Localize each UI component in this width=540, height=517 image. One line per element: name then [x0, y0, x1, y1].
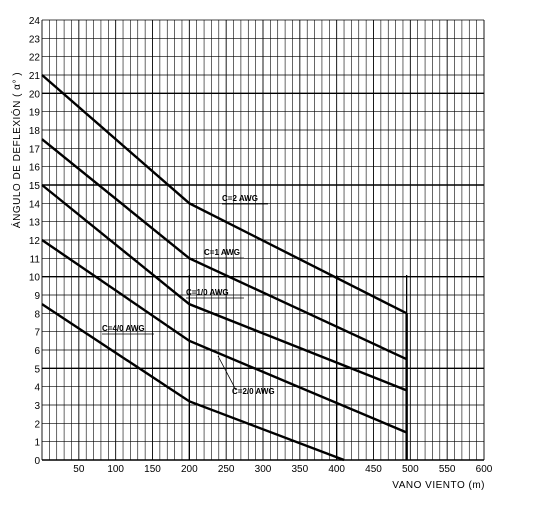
curves: [41, 74, 408, 462]
y-tick-label: 12: [29, 236, 41, 247]
y-tick-label: 18: [29, 126, 41, 137]
curve-label: C=2 AWG: [222, 194, 258, 203]
y-tick-label: 0: [34, 456, 40, 467]
x-tick-label: 200: [181, 464, 198, 475]
curve-labels: C=2 AWG C=1 AWG C=1/0 AWG C=2/0 AWG C=4/0 AW…: [102, 194, 275, 396]
series-line: [41, 74, 408, 315]
y-tick-label: 8: [34, 309, 40, 320]
y-tick-label: 14: [29, 199, 41, 210]
y-tick-label: 4: [34, 383, 40, 394]
y-tick-label: 21: [29, 71, 41, 82]
y-tick-label: 16: [29, 163, 41, 174]
curve-label: C=1 AWG: [204, 248, 240, 257]
x-tick-label: 300: [255, 464, 272, 475]
series-line: [41, 239, 408, 434]
x-tick-label: 150: [144, 464, 161, 475]
series-line: [41, 138, 408, 361]
y-tick-label: 19: [29, 108, 41, 119]
y-tick-label: 22: [29, 53, 41, 64]
x-tick-label: 50: [73, 464, 85, 475]
y-tick-label: 7: [34, 328, 40, 339]
y-tick-label: 24: [29, 16, 41, 27]
y-tick-label: 17: [29, 144, 41, 155]
y-axis-label: ÁNGULO DE DEFLEXIÓN ( α° ): [10, 72, 23, 228]
x-tick-label: 250: [218, 464, 235, 475]
x-axis-label: VANO VIENTO (m): [392, 480, 485, 491]
x-tick-label: 400: [328, 464, 345, 475]
curve-label: C=2/0 AWG: [232, 387, 275, 396]
y-tick-label: 20: [29, 89, 41, 100]
y-tick-label: 3: [34, 401, 40, 412]
y-tick-label: 6: [34, 346, 40, 357]
x-tick-labels: 50 100 150 200 250 300 350 400 450 500 550 600: [73, 464, 493, 475]
y-tick-label: 23: [29, 34, 41, 45]
curve-label: C=1/0 AWG: [186, 288, 229, 297]
y-tick-label: 13: [29, 218, 41, 229]
curve-label-leader: [217, 355, 237, 391]
x-tick-label: 600: [476, 464, 493, 475]
series-line: [41, 303, 345, 462]
y-tick-label: 11: [30, 254, 41, 265]
x-tick-label: 550: [439, 464, 456, 475]
y-tick-label: 5: [34, 364, 40, 375]
x-tick-label: 350: [291, 464, 308, 475]
y-tick-label: 10: [29, 273, 41, 284]
series-line: [41, 184, 408, 392]
y-tick-label: 9: [34, 291, 40, 302]
curve-label: C=4/0 AWG: [102, 324, 145, 333]
x-tick-label: 500: [402, 464, 419, 475]
x-tick-label: 450: [365, 464, 382, 475]
reference-lines: [188, 275, 408, 460]
y-tick-label: 1: [34, 438, 40, 449]
y-tick-label: 15: [29, 181, 41, 192]
x-tick-label: 100: [107, 464, 124, 475]
grid: [41, 19, 485, 461]
y-tick-label: 2: [34, 419, 40, 430]
